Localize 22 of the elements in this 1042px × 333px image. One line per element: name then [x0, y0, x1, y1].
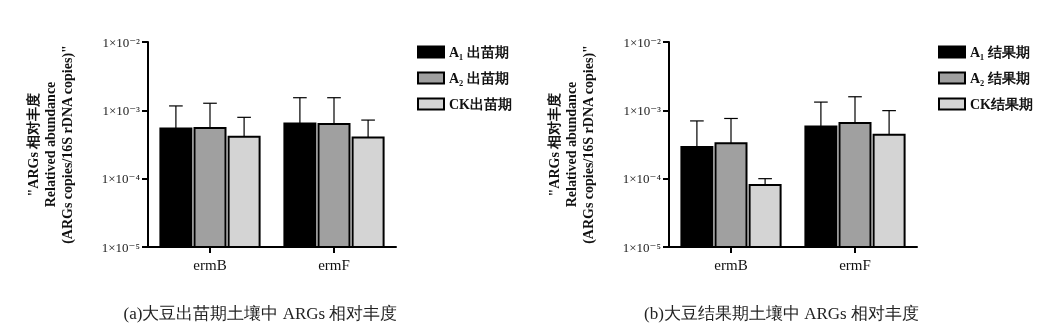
- y-tick-label: 1×10⁻³: [623, 102, 662, 118]
- x-tick-label: ermF: [839, 256, 871, 273]
- text: (b)大豆结果期土壤中 ARGs 相对丰度: [644, 304, 919, 323]
- y-tick-label: 1×10⁻⁴: [101, 171, 141, 187]
- y-tick-label: 1×10⁻²: [623, 34, 662, 50]
- x-tick-label: ermF: [318, 256, 350, 273]
- y-tick-label: 1×10⁻⁵: [101, 239, 140, 255]
- y-axis-title: "ARGs 相对丰度 Relatived abundance (ARGs copies/16S rDNA copies)": [25, 45, 76, 244]
- legend-label: A₁ 结果期: [970, 44, 1030, 60]
- legend-label: A₂ 结果期: [970, 70, 1030, 86]
- y-axis-title: "ARGs 相对丰度 Relatived abundance (ARGs copies/16S rDNA copies)": [546, 45, 597, 244]
- y-tick-label: 1×10⁻²: [102, 34, 141, 50]
- legend-label: A₂ 出苗期: [449, 70, 509, 86]
- legend-label: CK出苗期: [449, 96, 512, 112]
- text: (a)大豆出苗期土壤中 ARGs 相对丰度: [123, 304, 398, 323]
- x-tick-label: ermB: [193, 256, 227, 273]
- y-tick-label: 1×10⁻⁵: [622, 239, 661, 255]
- y-tick-label: 1×10⁻⁴: [622, 171, 662, 187]
- y-tick-label: 1×10⁻³: [102, 102, 141, 118]
- x-tick-label: ermB: [714, 256, 748, 273]
- legend-label: CK结果期: [970, 96, 1033, 112]
- legend-label: A₁ 出苗期: [449, 44, 509, 60]
